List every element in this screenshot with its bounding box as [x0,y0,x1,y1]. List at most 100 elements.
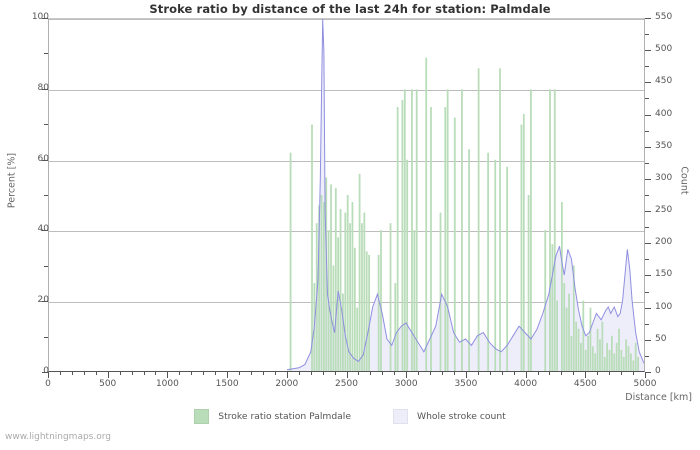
x-tick-minor [322,372,324,375]
bar [320,195,323,371]
y-tick-label-right: 500 [655,44,673,55]
series-layer [49,19,644,371]
y-tick-major-right [645,18,651,19]
y-tick-major [42,301,48,303]
y-tick-label-right: 550 [655,12,673,22]
bar [461,89,463,371]
bar [599,339,601,371]
footer-watermark: www.lightningmaps.org [5,432,111,442]
x-tick-label: 0 [45,379,51,389]
y-tick-minor-right [645,291,649,293]
bar [499,68,501,371]
x-tick-minor [334,372,336,375]
legend-item[interactable]: Stroke ratio station Palmdale [194,409,351,424]
x-tick-minor [549,372,551,375]
y-tick-major-right [645,178,651,180]
x-tick-minor [394,372,396,375]
x-tick-minor [179,372,181,375]
x-axis-label: Distance [km] [625,392,692,403]
x-tick-minor [477,372,479,375]
bar [396,107,399,371]
x-tick-major [48,372,49,378]
chart-title: Stroke ratio by distance of the last 24h… [149,2,551,16]
x-tick-minor [513,372,515,375]
bar [589,307,592,371]
bar [634,342,637,371]
y-tick-minor-right [645,195,649,196]
y-tick-label-right: 250 [655,205,673,216]
x-tick-minor [71,372,73,375]
x-tick-major [585,372,587,378]
bar [351,202,354,371]
bar [556,300,559,371]
y-tick-major [42,88,48,90]
bar [620,349,623,371]
y-tick-label-right: 350 [655,140,673,151]
bar [344,212,347,371]
bar [637,356,639,371]
bar [358,173,361,371]
y-tick-minor-right [645,227,649,229]
line-whole-stroke-count [287,19,644,370]
gridline [49,89,644,91]
x-tick-label: 500 [99,379,117,389]
bar [368,254,371,371]
bar [625,339,628,371]
bar [601,321,604,371]
bar [544,230,547,371]
x-tick-minor [59,372,61,375]
y-tick-minor [44,265,48,267]
gridline [49,160,644,162]
y-tick-minor [44,195,48,196]
x-tick-minor [633,372,635,375]
bar [389,223,392,371]
bar [608,349,611,371]
x-tick-major [227,372,229,378]
bar [468,149,470,371]
x-tick-minor [143,372,145,375]
bar [325,177,328,371]
bar [613,353,616,371]
bar [406,159,409,371]
legend-item[interactable]: Whole stroke count [393,409,506,424]
y-tick-minor [44,53,48,55]
bar [530,89,532,371]
y-tick-minor-right [645,162,649,164]
y-tick-major-right [645,243,651,245]
x-tick-major [406,372,408,378]
bar [332,265,335,371]
y-tick-label: 80 [37,82,49,93]
x-tick-minor [358,372,360,375]
y-tick-minor-right [645,259,649,261]
x-tick-label: 4000 [514,379,538,389]
x-tick-label: 1500 [215,379,239,389]
bar [549,89,551,371]
x-tick-major [645,372,646,378]
bar [591,346,594,371]
bar [356,307,359,371]
x-tick-minor [561,372,563,375]
y-tick-minor-right [645,98,649,100]
bar [584,349,587,371]
y-tick-major-right [645,211,651,213]
bar [553,89,556,371]
bar [337,237,340,371]
bar [289,152,292,371]
bar [627,346,630,371]
bar [334,187,337,371]
y-tick-major-right [645,275,651,277]
bar [353,247,356,371]
x-tick-minor [155,372,157,375]
x-tick-minor [262,372,264,375]
y-tick-major [42,372,48,373]
y-tick-label-right: 300 [655,172,673,183]
y-tick-minor [44,336,48,338]
bar [415,89,418,371]
y-tick-major-right [645,339,651,341]
bars-stroke-ratio [289,57,639,371]
bar [494,159,497,371]
bar [318,205,321,371]
x-tick-minor [489,372,491,375]
x-tick-minor [501,372,503,375]
